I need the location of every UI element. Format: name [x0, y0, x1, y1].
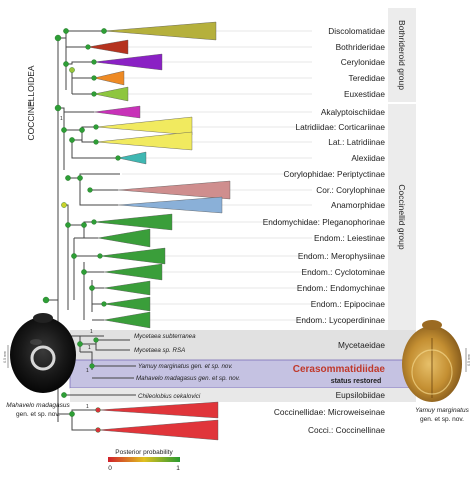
family-label: Endomychidae: Pleganophorinae [263, 217, 386, 227]
family-label: Alexiidae [351, 153, 385, 163]
family-label: Cerylonidae [341, 57, 386, 67]
scale-bar-label: 0.5 mm [467, 354, 471, 366]
guide-lines [122, 30, 312, 321]
node-support-labels: 1 1 1 1 1 [60, 116, 93, 410]
legend-max: 1 [176, 465, 180, 472]
clade-microweiseinae [97, 401, 219, 419]
node-dots [42, 28, 121, 433]
clade-corylophinae [117, 180, 231, 200]
support-label: 1 [60, 116, 63, 122]
species-labels: Mycetaea subterranea Mycetaea sp. RSA Ya… [134, 333, 240, 400]
box-labels: Mycetaeidae Cerasommatidiidae status res… [293, 340, 386, 400]
clade-pleganophorinae [93, 213, 173, 231]
superfamily-label: COCCINELLOIDEA [26, 65, 36, 140]
family-label: Bothrideridae [336, 42, 386, 52]
support-label: 1 [86, 368, 89, 374]
legend-min: 0 [108, 465, 112, 472]
clade-teredidae [93, 70, 125, 86]
group-panels: Bothrideroid group Coccinellid group [388, 8, 416, 330]
mycetaeidae-box [70, 330, 416, 360]
coccinellid-panel [388, 104, 416, 330]
family-labels: Discolomatidae Bothrideridae Cerylonidae… [263, 26, 386, 325]
family-label: Latridiidae: Corticariinae [296, 122, 386, 132]
clade-endomychinae [103, 280, 151, 296]
support-label: 1 [88, 345, 91, 351]
support-label: 1 [86, 404, 89, 410]
legend-gradient-bar [108, 457, 180, 462]
family-label: Cor.: Corylophinae [316, 185, 385, 195]
beetle-mahavelo-image [10, 317, 76, 393]
scale-bar-label: 0.5 mm [3, 351, 7, 363]
taxon-chileolobius: Chileolobius cekalovici [138, 393, 201, 400]
family-label: Endom.: Cyclotominae [302, 267, 386, 277]
clade-epipocinae [103, 296, 151, 312]
family-label: Endom.: Endomychinae [297, 283, 385, 293]
eupsilobiidae-box [70, 388, 416, 402]
specimen-name: Yamuy marginatus [415, 407, 469, 414]
taxon-mycetaea-rsa: Mycetaea sp. RSA [134, 347, 185, 354]
clade-cyclotominae [103, 263, 163, 281]
bothrideroid-group-label: Bothrideroid group [397, 20, 407, 90]
specimen-left: 0.5 mm Mahavelo madagasus gen. et sp. no… [3, 313, 76, 418]
specimen-name-suffix: gen. et sp. nov. [16, 411, 60, 418]
clade-cerylonidae [93, 53, 163, 71]
clade-discolomatidae [103, 21, 217, 41]
taxon-mahavelo-madagasus: Mahavelo madagasus gen. et sp. nov. [136, 375, 240, 382]
clade-leiestinae [97, 228, 151, 248]
superfamily-bracket: COCCINELLOIDEA [26, 65, 36, 140]
family-label: Endom.: Merophysiinae [298, 251, 386, 261]
coccinellidae-labels: Coccinellidae: Microweiseinae Cocci.: Co… [274, 407, 386, 435]
mycetaeidae-label: Mycetaeidae [338, 340, 385, 350]
family-label: Akalyptoischiidae [321, 107, 385, 117]
clade-anamorphidae [117, 196, 223, 214]
clade-akalyptoischiidae [93, 105, 141, 119]
family-label: Lat.: Latridiinae [328, 137, 385, 147]
clade-latridiinae [95, 131, 193, 151]
collapsed-clades [87, 21, 231, 441]
coccinellid-group-label: Coccinellid group [397, 184, 407, 249]
specimen-name-suffix: gen. et sp. nov. [420, 416, 464, 423]
legend-title: Posterior probability [115, 449, 173, 456]
family-label: Discolomatidae [328, 26, 385, 36]
cerasommatidiidae-label: Cerasommatidiidae [293, 364, 386, 375]
family-label: Cocci.: Coccinellinae [308, 425, 385, 435]
clade-lycoperdininae [103, 311, 151, 329]
clade-euxestidae [93, 86, 129, 102]
clade-corticariinae [95, 116, 193, 136]
bothrideroid-panel [388, 8, 416, 102]
clade-alexiidae [117, 151, 147, 165]
family-label: Euxestidae [344, 89, 385, 99]
family-label: Teredidae [349, 73, 386, 83]
eupsilobiidae-label: Eupsilobiidae [336, 390, 386, 400]
family-label: Corylophidae: Periptyctinae [284, 169, 386, 179]
family-label: Anamorphidae [331, 200, 385, 210]
clade-coccinellinae [97, 419, 219, 441]
taxon-yamuy-marginatus: Yamuy marginatus gen. et sp. nov. [138, 363, 233, 370]
taxon-mycetaea-subterranea: Mycetaea subterranea [134, 333, 196, 340]
clade-bothrideridae [87, 39, 129, 55]
family-label: Endom.: Lycoperdininae [296, 315, 386, 325]
support-label: 1 [90, 329, 93, 335]
status-restored-label: status restored [331, 378, 382, 385]
family-label: Endom.: Leiestinae [314, 233, 385, 243]
clade-merophysiinae [99, 247, 166, 265]
family-label: Coccinellidae: Microweiseinae [274, 407, 386, 417]
specimen-name: Mahavelo madagasus [6, 402, 70, 409]
posterior-legend: Posterior probability 0 1 [108, 449, 180, 472]
family-label: Endom.: Epipocinae [311, 299, 386, 309]
specimen-right: 0.5 mm Yamuy marginatus gen. et sp. nov. [402, 320, 471, 423]
